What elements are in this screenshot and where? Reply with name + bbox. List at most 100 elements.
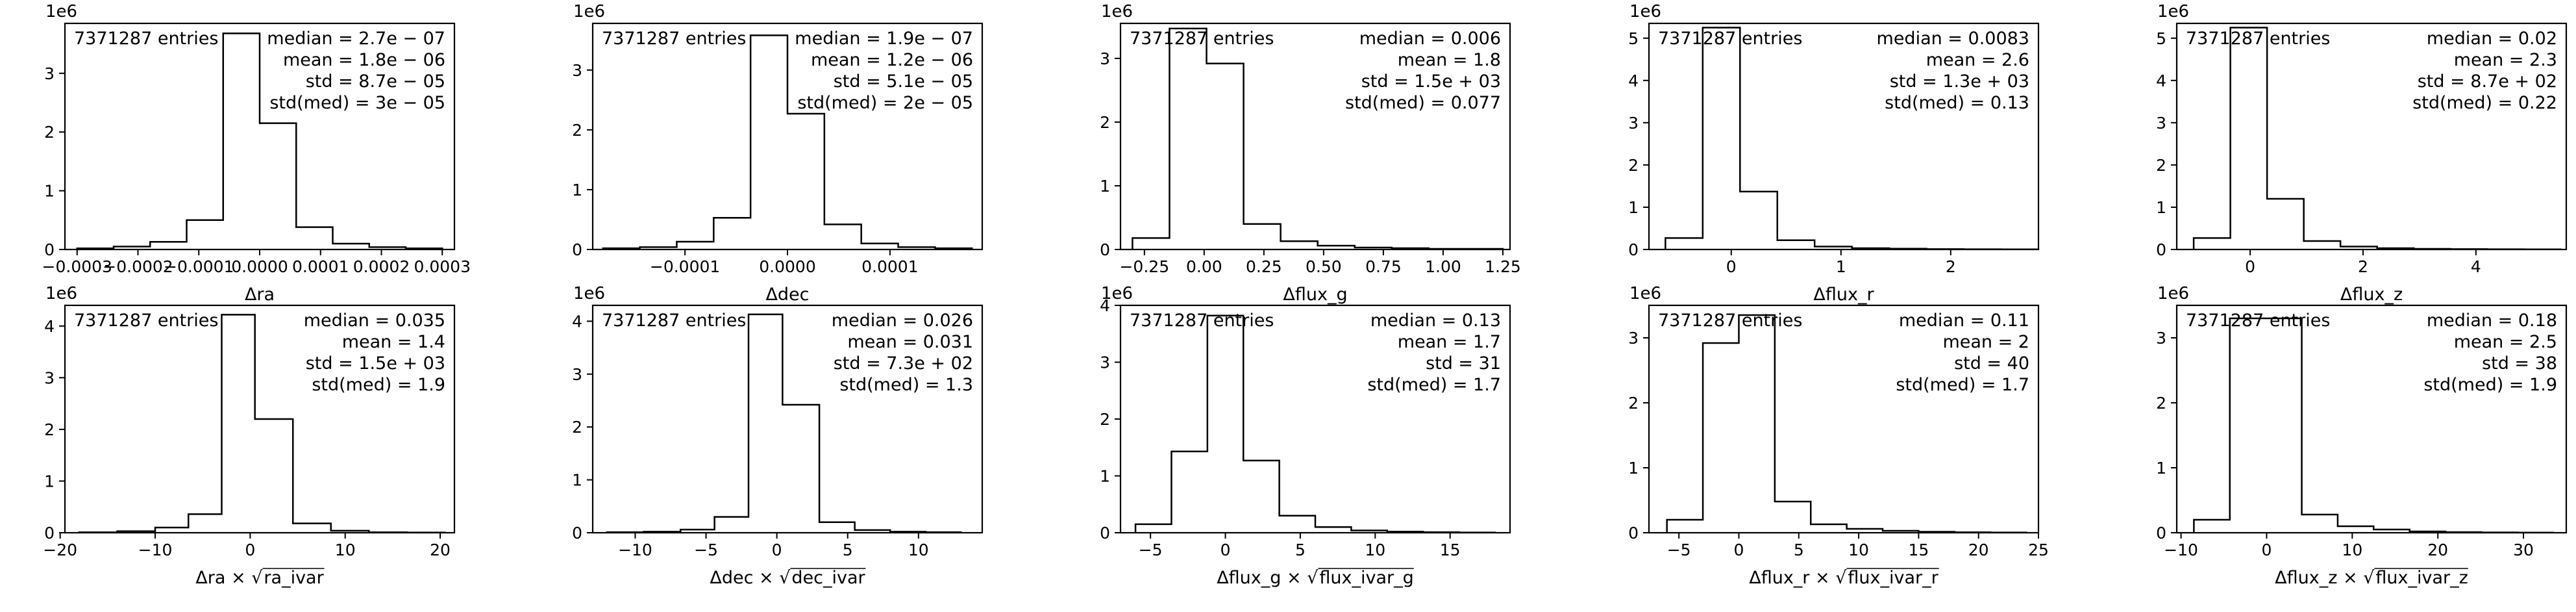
x-tick-label: −0.0001 [650, 257, 720, 276]
stat-line: median = 0.13 [1370, 311, 1501, 331]
y-tick-label: 0 [2156, 240, 2166, 259]
y-tick-label: 3 [572, 365, 582, 384]
entries-label: 7371287 entries [2186, 29, 2330, 49]
stat-line: std(med) = 1.7 [1367, 375, 1501, 395]
x-tick-label: 4 [2471, 257, 2481, 276]
stat-line: mean = 2 [1942, 332, 2029, 352]
stat-line: median = 0.18 [2427, 311, 2557, 331]
entries-label: 7371287 entries [1658, 311, 1802, 331]
y-tick-label: 0 [2156, 524, 2166, 542]
plot-frame [1119, 22, 1511, 251]
stat-line: std(med) = 1.3 [839, 375, 973, 395]
x-axis-label-main: Δflux_g × [1217, 568, 1307, 588]
y-tick-label: 5 [2156, 29, 2166, 48]
x-tick-label: 0.75 [1365, 257, 1402, 276]
x-axis-label-main: Δflux_z [2340, 285, 2403, 305]
x-axis-label-sqrt-arg: flux_ivar_g [1319, 568, 1413, 588]
y-tick-label: 3 [1628, 329, 1639, 348]
y-tick-label: 4 [1100, 296, 1110, 315]
x-axis-label-main: Δdec × [710, 568, 779, 588]
y-tick-label: 1 [44, 182, 55, 201]
histogram-panel: −10 −5 0 5 10 0 1 2 3 4 1e6 7371287 entries median =… [572, 284, 984, 588]
x-tick-label: 1.25 [1485, 257, 1521, 276]
y-tick-label: 3 [44, 368, 55, 387]
histogram-panel: −0.0001 0.0000 0.0001 0 1 2 3 1e6 7371287 entrie… [572, 2, 984, 305]
stat-line: std = 31 [1426, 353, 1501, 374]
stat-line: std = 1.5e + 03 [306, 353, 445, 374]
y-scale-label: 1e6 [1629, 2, 1661, 21]
x-tick-label: 20 [2427, 541, 2448, 559]
y-tick-label: 3 [44, 64, 55, 83]
plot-frame [1648, 22, 2040, 251]
histogram-bars [1132, 27, 1504, 250]
x-tick-label: 0 [245, 541, 255, 559]
y-tick-label: 0 [1628, 524, 1639, 542]
y-scale-label: 1e6 [1629, 284, 1661, 303]
stat-line: mean = 1.8e − 06 [283, 50, 445, 70]
x-tick-label: 0 [1220, 541, 1231, 559]
x-tick-label: −10 [618, 541, 652, 559]
stat-line: std = 40 [1954, 353, 2029, 374]
x-tick-label: 0.00 [1186, 257, 1222, 276]
stat-line: std(med) = 0.13 [1885, 93, 2029, 113]
y-scale-label: 1e6 [573, 284, 605, 303]
x-axis-label-main: Δflux_g [1283, 285, 1347, 305]
x-tick-label: 10 [908, 541, 929, 559]
x-tick-label: 10 [335, 541, 356, 559]
entries-label: 7371287 entries [1130, 29, 1274, 49]
y-tick-label: 4 [572, 312, 582, 331]
x-axis-label-sqrt-arg: dec_ivar [791, 568, 865, 588]
x-tick-label: 30 [2513, 541, 2534, 559]
plot-frame [2175, 22, 2568, 251]
stat-line: std(med) = 3e − 05 [269, 93, 445, 113]
y-tick-label: 4 [44, 317, 55, 336]
stat-line: std = 1.5e + 03 [1361, 71, 1501, 92]
x-axis-label-main: Δdec [765, 285, 809, 305]
y-tick-label: 4 [1628, 71, 1639, 90]
x-tick-label: 10 [1365, 541, 1385, 559]
x-tick-label: 2 [2358, 257, 2368, 276]
x-tick-label: 0 [2262, 541, 2272, 559]
x-axis-label-sqrt-symbol: √ [2363, 568, 2375, 588]
y-tick-label: 1 [1628, 459, 1639, 478]
y-tick-label: 2 [1100, 113, 1110, 132]
x-tick-label: 0.50 [1306, 257, 1342, 276]
plot-frame [1648, 304, 2040, 534]
stat-line: std = 7.3e + 02 [834, 353, 973, 374]
entries-label: 7371287 entries [74, 311, 218, 331]
y-tick-label: 1 [1100, 177, 1110, 196]
x-tick-label: 0 [772, 541, 782, 559]
y-tick-label: 2 [44, 420, 55, 439]
y-tick-label: 0 [44, 240, 55, 259]
histogram-bars [76, 32, 443, 249]
stat-line: median = 0.006 [1359, 29, 1501, 49]
y-tick-label: 3 [2156, 114, 2166, 133]
x-tick-label: 10 [1848, 541, 1869, 559]
x-tick-label: 0.0000 [759, 257, 815, 276]
entries-label: 7371287 entries [602, 311, 746, 331]
y-tick-label: 0 [1100, 240, 1110, 259]
x-tick-label: 10 [2342, 541, 2362, 559]
x-tick-label: 0.0003 [414, 257, 471, 276]
y-tick-label: 2 [1628, 394, 1639, 413]
x-axis-label-sqrt-symbol: √ [779, 568, 791, 588]
y-scale-label: 1e6 [1101, 284, 1133, 303]
x-tick-label: 15 [1440, 541, 1461, 559]
x-axis-label-sqrt-symbol: √ [1835, 568, 1847, 588]
x-tick-label: −10 [138, 541, 173, 559]
x-axis-label: Δflux_z [2340, 285, 2403, 305]
y-scale-label: 1e6 [2157, 2, 2189, 21]
histogram-panel: 0 2 4 0 1 2 3 4 5 1e6 7371287 entries median = 0.02… [2156, 2, 2568, 305]
x-tick-label: 1.00 [1425, 257, 1461, 276]
x-tick-label: 0.0001 [861, 257, 918, 276]
stat-line: mean = 2.5 [2454, 332, 2557, 352]
y-tick-label: 1 [2156, 198, 2166, 217]
x-axis-label-sqrt-arg: ra_ivar [264, 568, 324, 588]
x-tick-label: −5 [1667, 541, 1691, 559]
y-scale-label: 1e6 [2157, 284, 2189, 303]
x-axis-label-main: Δra × [195, 568, 251, 588]
histogram-bars [606, 313, 962, 533]
x-tick-label: −5 [1139, 541, 1163, 559]
